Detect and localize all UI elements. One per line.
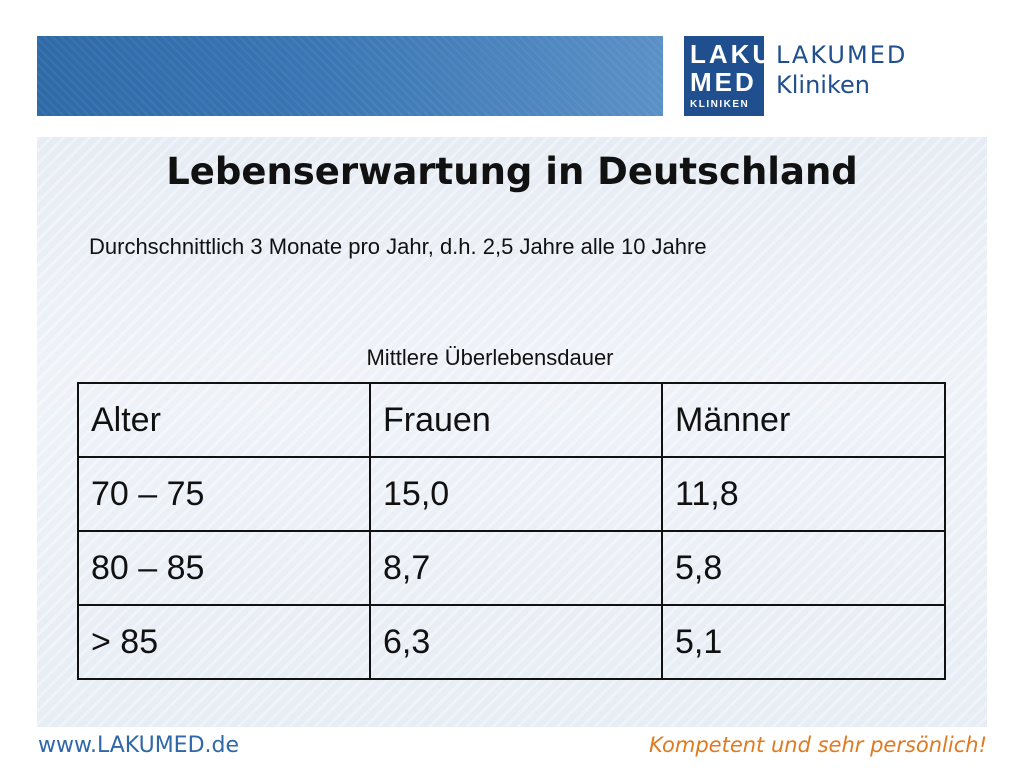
table-cell: 6,3 [369, 604, 663, 680]
table-cell: > 85 [77, 604, 371, 680]
table-cell: 5,8 [661, 530, 946, 606]
table-cell: 8,7 [369, 530, 663, 606]
logo-mark-line-1: LAKU [690, 39, 775, 69]
slide-subtitle: Durchschnittlich 3 Monate pro Jahr, d.h.… [89, 234, 707, 259]
header-cell-maenner: Männer [661, 382, 946, 458]
table-row: 70 – 75 15,0 11,8 [77, 456, 946, 532]
table-caption: Mittlere Überlebensdauer [366, 345, 614, 370]
lakumed-logo-mark: LAKU MED KLINIKEN [684, 36, 771, 116]
table-cell: 15,0 [369, 456, 663, 532]
table-cell: 11,8 [661, 456, 946, 532]
table-row: > 85 6,3 5,1 [77, 604, 946, 680]
logo-text-line-1: LAKUMED [776, 41, 908, 69]
table-row: 80 – 85 8,7 5,8 [77, 530, 946, 606]
header-cell-frauen: Frauen [369, 382, 663, 458]
table-cell: 5,1 [661, 604, 946, 680]
survival-table: Alter Frauen Männer 70 – 75 15,0 11,8 80… [77, 382, 946, 680]
table-cell: 70 – 75 [77, 456, 371, 532]
logo-mark-line-3: KLINIKEN [690, 99, 750, 110]
table-cell: 80 – 85 [77, 530, 371, 606]
table-header-row: Alter Frauen Männer [77, 382, 946, 458]
footer-slogan: Kompetent und sehr persönlich! [649, 733, 987, 757]
slide-title: Lebenserwartung in Deutschland [166, 150, 858, 193]
header-band [37, 36, 663, 116]
header-cell-alter: Alter [77, 382, 371, 458]
footer-website-link[interactable]: www.LAKUMED.de [38, 733, 240, 758]
lakumed-logo-text: LAKUMED Kliniken [776, 40, 907, 100]
logo-text-line-2: Kliniken [776, 71, 870, 99]
logo-mark-line-2: MED [690, 67, 757, 97]
